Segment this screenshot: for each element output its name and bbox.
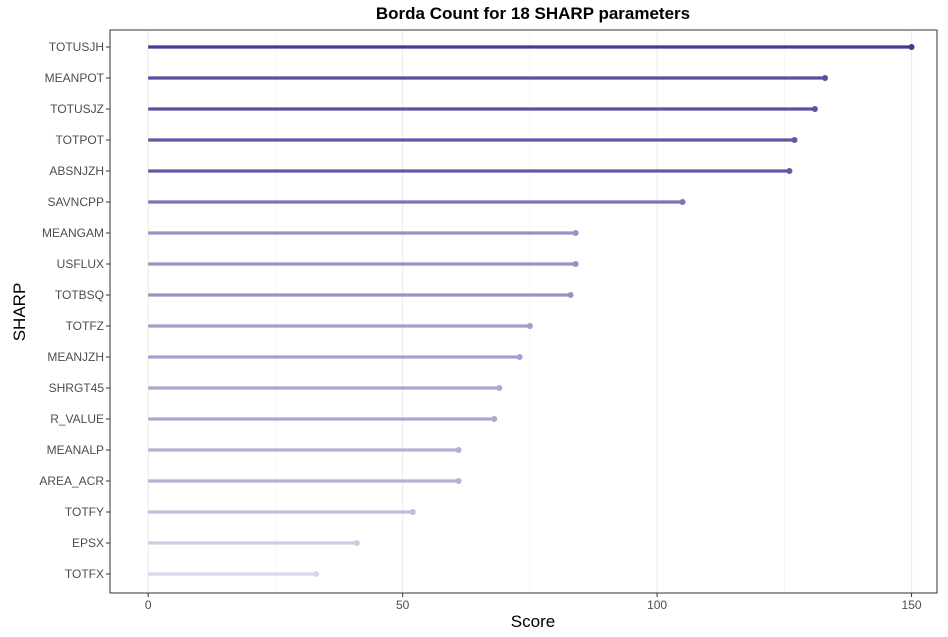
lollipop-points: [313, 44, 915, 577]
y-axis-ticks: TOTUSJH MEANPOT TOTUSJZ TOTPOT ABSNJZH SAVNCP…: [39, 40, 110, 581]
y-tick-label: USFLUX: [57, 257, 104, 271]
panel-border: [109, 29, 938, 594]
y-tick-label: TOTUSJH: [49, 40, 104, 54]
lollipop-point: [313, 571, 320, 577]
y-tick-label: TOTFZ: [66, 319, 104, 333]
lollipop-point: [567, 292, 574, 298]
y-tick-label: AREA_ACR: [39, 474, 104, 488]
x-tick-label: 150: [902, 598, 922, 612]
y-tick-label: TOTPOT: [56, 133, 105, 147]
y-tick-label: ABSNJZH: [49, 164, 104, 178]
y-tick-label: EPSX: [72, 536, 104, 550]
y-tick-label: R_VALUE: [50, 412, 104, 426]
y-tick-label: MEANALP: [47, 443, 104, 457]
y-tick-label: MEANPOT: [45, 71, 105, 85]
y-tick-label: SHRGT45: [49, 381, 105, 395]
y-tick-label: TOTUSJZ: [50, 102, 104, 116]
lollipop-point: [572, 261, 579, 267]
y-tick-label: TOTFX: [65, 567, 104, 581]
y-tick-label: MEANJZH: [47, 350, 104, 364]
lollipop-point: [679, 199, 686, 205]
chart-title: Borda Count for 18 SHARP parameters: [376, 4, 690, 23]
lollipop-point: [791, 137, 798, 143]
x-tick-label: 100: [647, 598, 667, 612]
y-axis-title: SHARP: [10, 283, 29, 342]
lollipop-point: [496, 385, 503, 391]
x-tick-label: 50: [396, 598, 410, 612]
y-tick-label: SAVNCPP: [48, 195, 104, 209]
x-axis-title: Score: [511, 612, 555, 631]
lollipop-point: [811, 106, 818, 112]
lollipop-point: [353, 540, 360, 546]
lollipop-point: [491, 416, 498, 422]
x-tick-label: 0: [145, 598, 152, 612]
lollipop-point: [786, 168, 793, 174]
lollipop-stems: [148, 45, 912, 576]
x-axis-ticks: 0 50 100 150: [145, 593, 922, 612]
lollipop-point: [572, 230, 579, 236]
lollipop-point: [526, 323, 533, 329]
lollipop-point: [455, 447, 462, 453]
lollipop-point: [822, 75, 829, 81]
lollipop-point: [455, 478, 462, 484]
y-tick-label: MEANGAM: [42, 226, 104, 240]
y-tick-label: TOTBSQ: [55, 288, 104, 302]
lollipop-point: [908, 44, 915, 50]
lollipop-point: [516, 354, 523, 360]
lollipop-point: [409, 509, 416, 515]
y-tick-label: TOTFY: [65, 505, 104, 519]
grid: [147, 30, 913, 593]
